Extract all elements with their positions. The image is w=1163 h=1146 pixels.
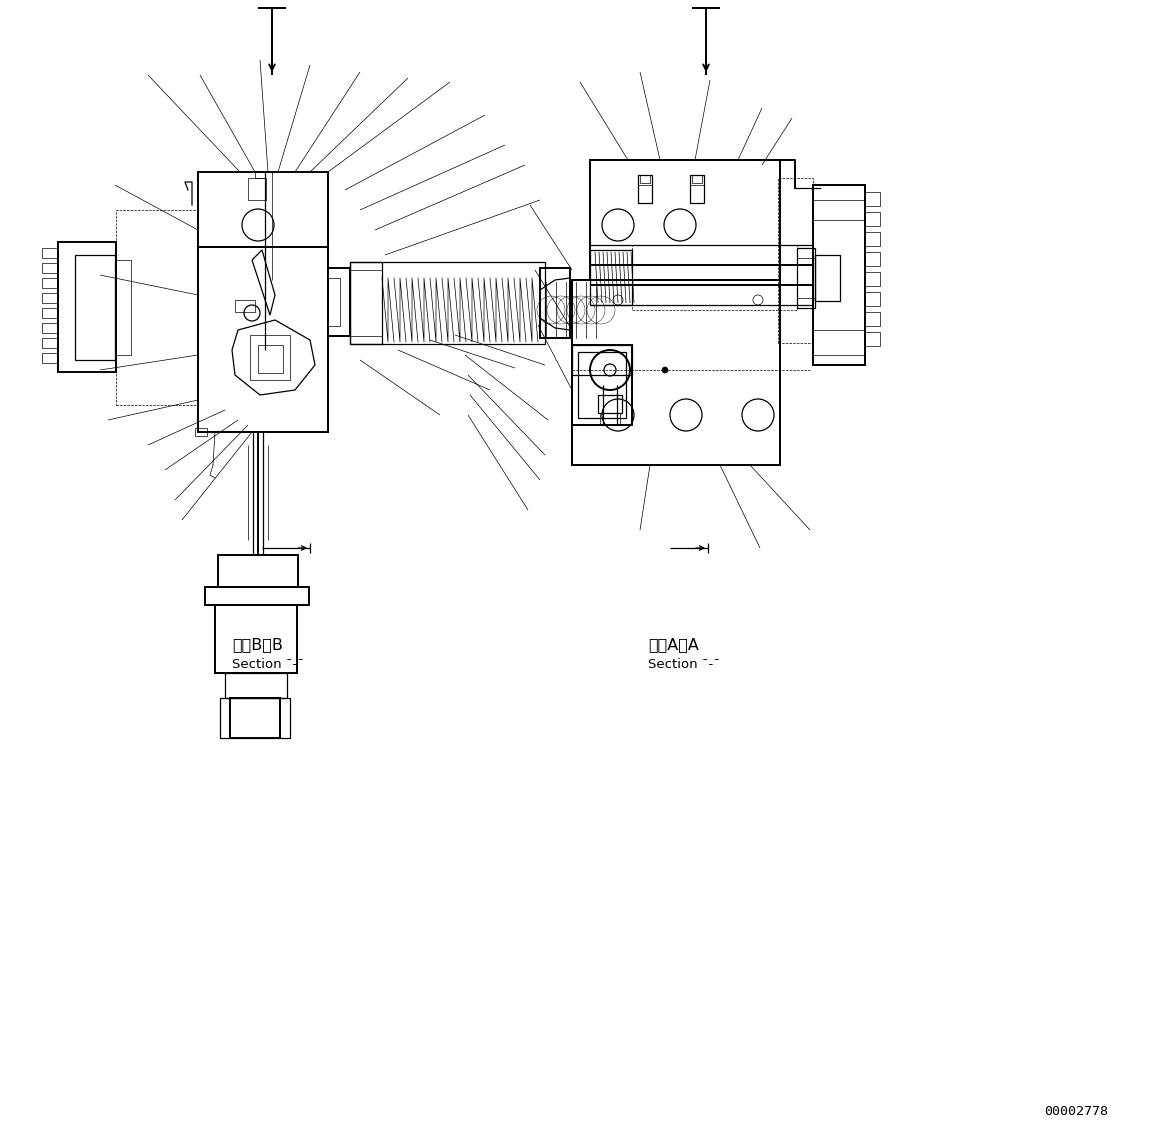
Bar [198,172,328,248]
Bar [58,242,116,372]
Bar [328,278,340,325]
Bar [797,248,815,308]
Bar [116,210,198,405]
Bar [632,245,797,311]
Bar [813,185,865,364]
Bar [42,248,58,258]
Bar [590,160,780,280]
Bar [217,555,298,587]
Bar [250,335,290,380]
Bar [350,262,545,344]
Bar [797,258,815,298]
Bar [813,201,865,220]
Bar [42,308,58,317]
Bar [42,262,58,273]
Bar [350,262,381,344]
Text: 断面B－B: 断面B－B [231,637,283,652]
Text: 00002778: 00002778 [1044,1105,1108,1118]
Bar [690,175,704,203]
Bar [572,345,632,425]
Bar [572,280,780,465]
Bar [74,256,115,360]
Bar [692,175,702,183]
Text: 断面A－A: 断面A－A [648,637,699,652]
Circle shape [662,367,668,372]
Bar [248,178,266,201]
Bar [865,312,880,325]
Bar [220,698,290,738]
Bar [865,272,880,286]
Bar [42,323,58,333]
Bar [598,395,622,413]
Bar [813,330,865,355]
Bar [116,260,131,355]
Bar [205,587,309,605]
Bar [230,698,280,738]
Bar [42,353,58,363]
Bar [778,178,813,343]
Bar [640,175,650,183]
Bar [865,212,880,226]
Bar [865,193,880,206]
Bar [865,332,880,346]
Bar [350,270,381,336]
Bar [590,250,632,305]
Bar [224,673,287,698]
Bar [235,300,255,312]
Bar [865,231,880,246]
Bar [198,248,328,432]
Bar [572,345,632,375]
Text: Section ¯-¯: Section ¯-¯ [648,658,720,672]
Bar [328,268,350,336]
Bar [600,413,620,425]
Bar [215,605,297,673]
Bar [42,338,58,348]
Text: Section ¯-¯: Section ¯-¯ [231,658,304,672]
Bar [42,293,58,303]
Bar [865,292,880,306]
Bar [865,252,880,266]
Bar [42,278,58,288]
Bar [578,352,626,418]
Bar [815,256,840,301]
Bar [638,175,652,203]
Bar [540,268,570,338]
Bar [195,427,207,435]
Bar [258,345,283,372]
Bar [255,172,265,178]
